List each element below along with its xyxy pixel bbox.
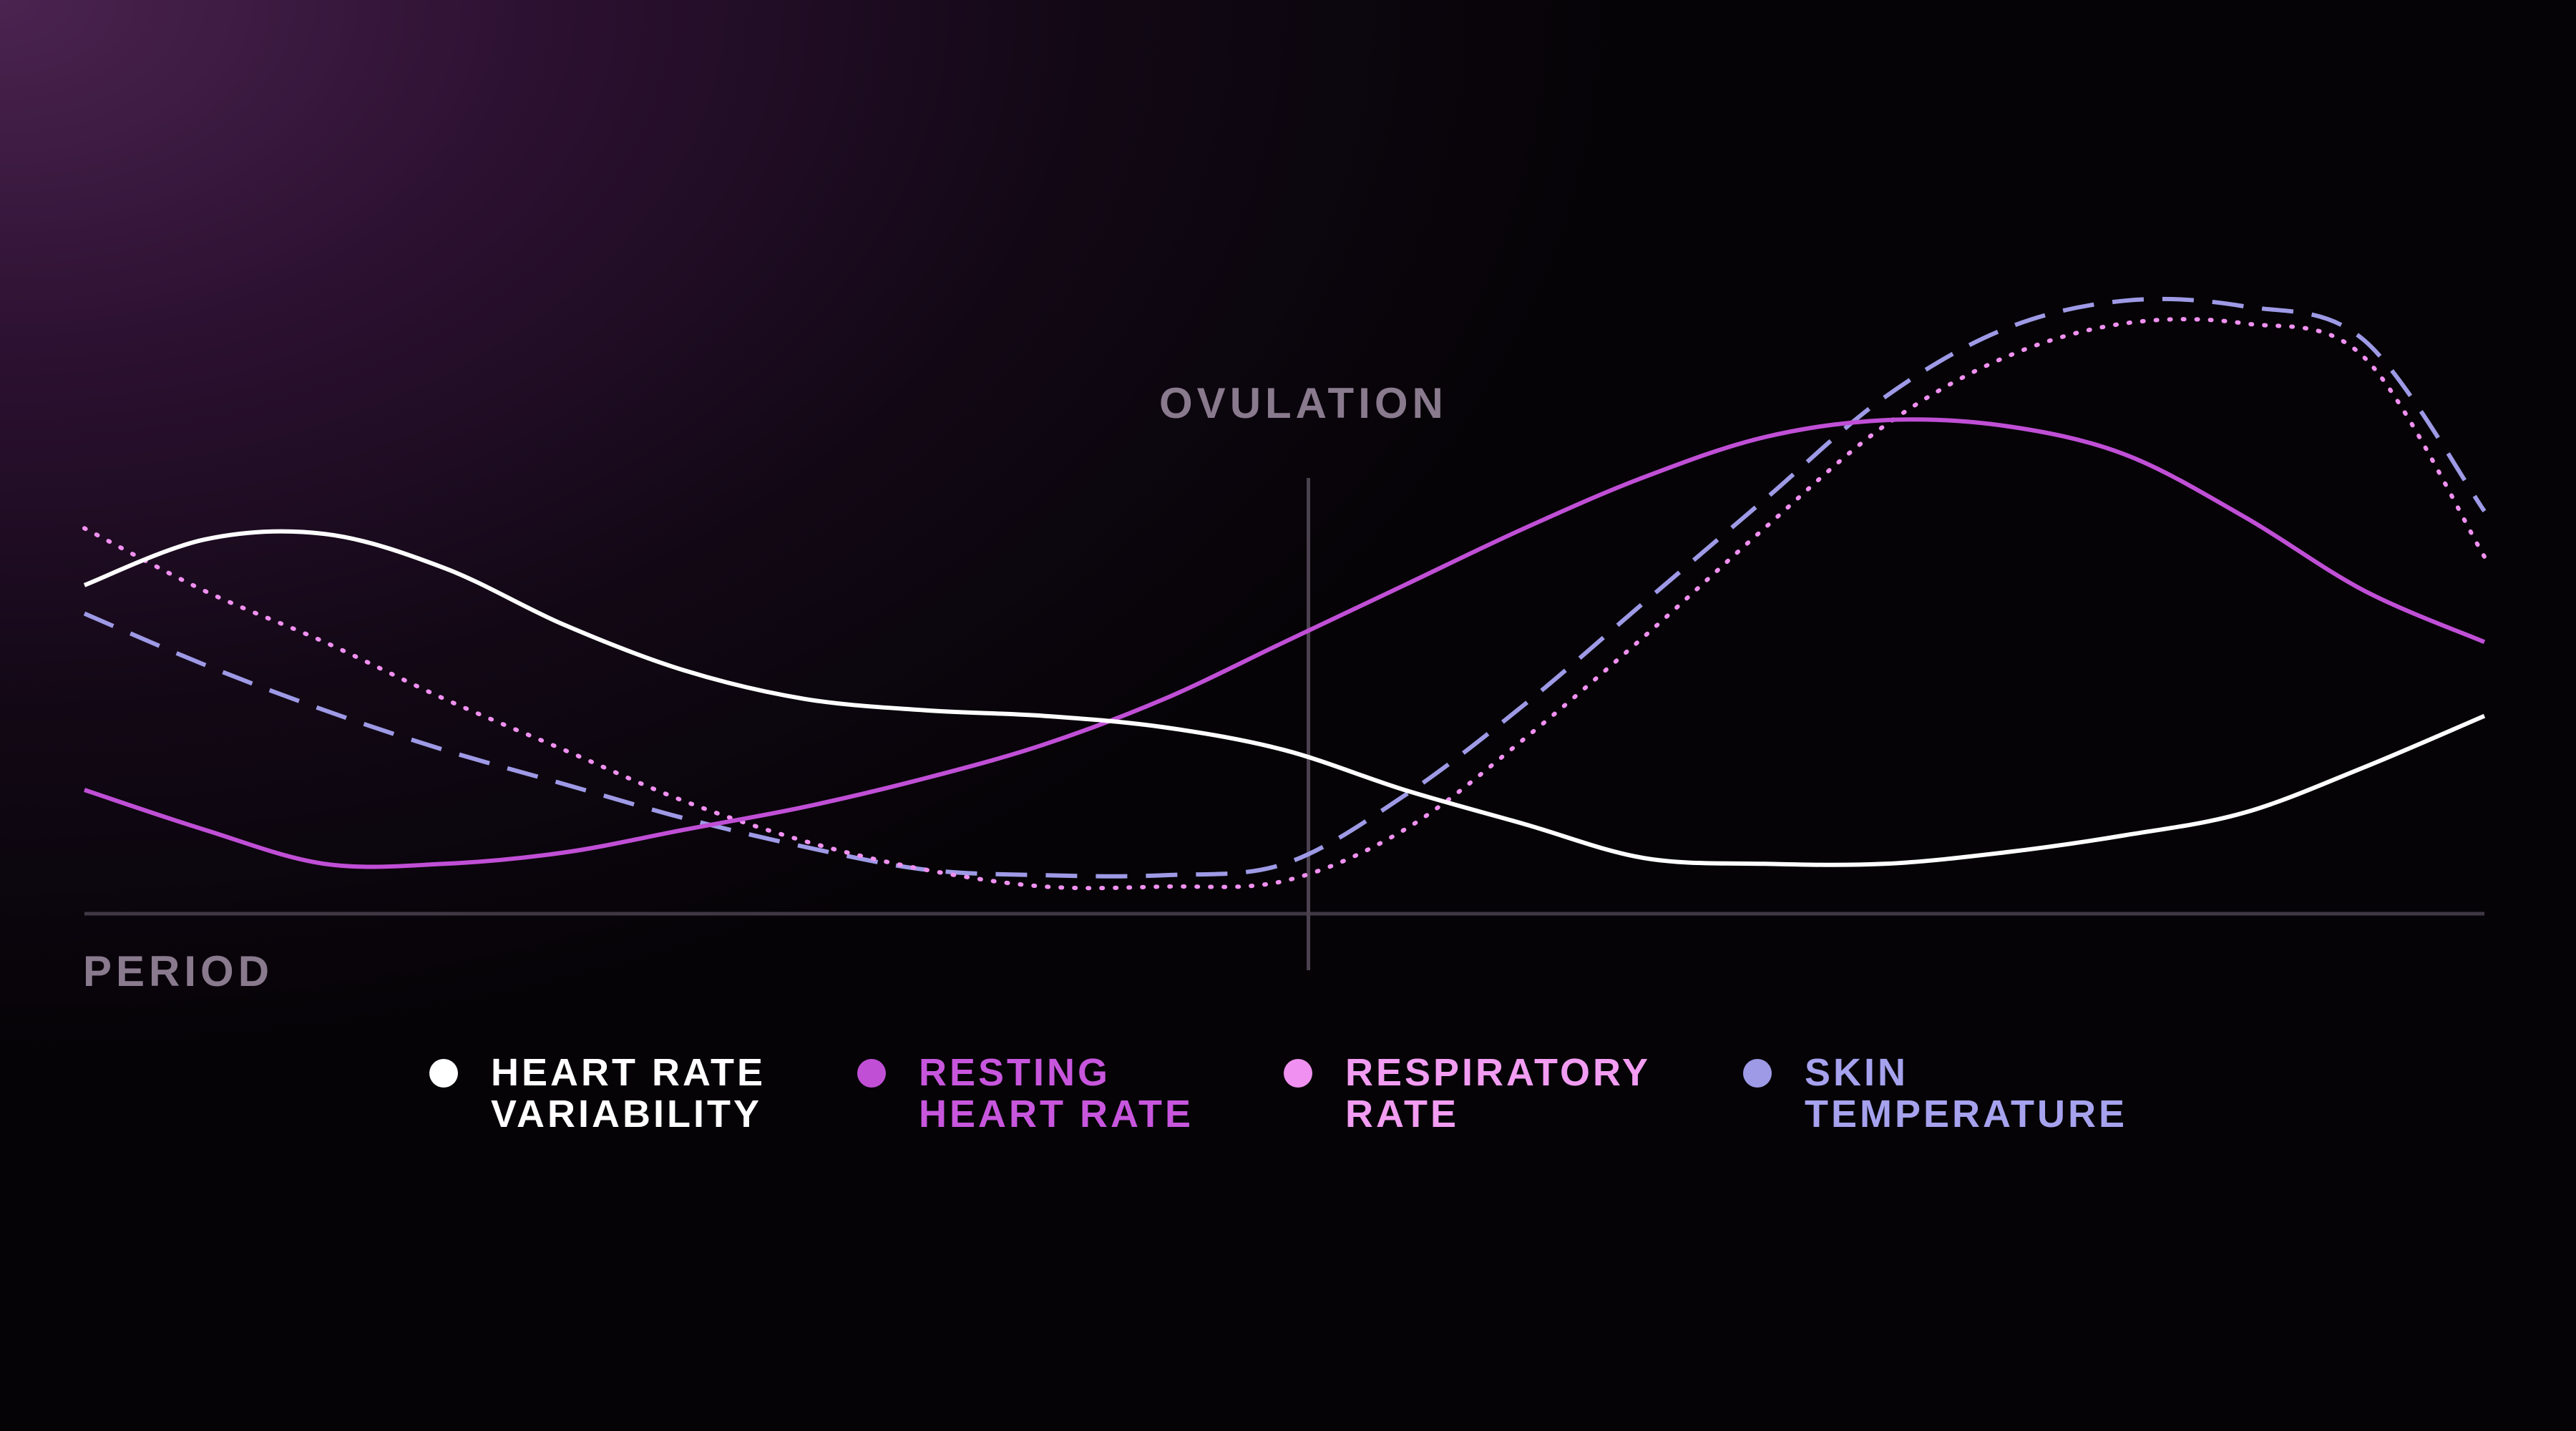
legend-dot-skin-temperature xyxy=(1743,1059,1772,1088)
legend-label-line-1: HEART RATE xyxy=(491,1051,766,1094)
legend-label-line-1: RESPIRATORY xyxy=(1345,1051,1652,1094)
legend-label-line-2: TEMPERATURE xyxy=(1805,1093,2128,1135)
legend-label-line-2: RATE xyxy=(1345,1093,1459,1135)
legend-label-line-1: RESTING xyxy=(919,1051,1111,1094)
period-label: PERIOD xyxy=(83,947,274,995)
series-line-rhr xyxy=(84,417,2486,869)
series-line-respiratory xyxy=(82,317,2487,891)
legend: HEART RATE VARIABILITY RESTING HEART RAT… xyxy=(429,1052,2218,1145)
legend-label-skin-temperature: SKIN TEMPERATURE xyxy=(1805,1052,2127,1135)
legend-dot-respiratory-rate xyxy=(1284,1059,1312,1088)
series-layer xyxy=(82,296,2487,891)
legend-label-heart-rate-variability: HEART RATE VARIABILITY xyxy=(491,1052,766,1135)
legend-dot-heart-rate-variability xyxy=(429,1059,458,1088)
legend-label-line-2: HEART RATE xyxy=(919,1093,1194,1135)
legend-label-respiratory-rate: RESPIRATORY RATE xyxy=(1345,1052,1651,1135)
series-line-skin xyxy=(83,296,2487,879)
ovulation-label: OVULATION xyxy=(1159,379,1448,427)
legend-label-resting-heart-rate: RESTING HEART RATE xyxy=(919,1052,1194,1135)
legend-label-line-1: SKIN xyxy=(1805,1051,1909,1094)
legend-label-line-2: VARIABILITY xyxy=(491,1093,762,1135)
series-line-hrv xyxy=(83,529,2486,867)
legend-dot-resting-heart-rate xyxy=(857,1059,886,1088)
